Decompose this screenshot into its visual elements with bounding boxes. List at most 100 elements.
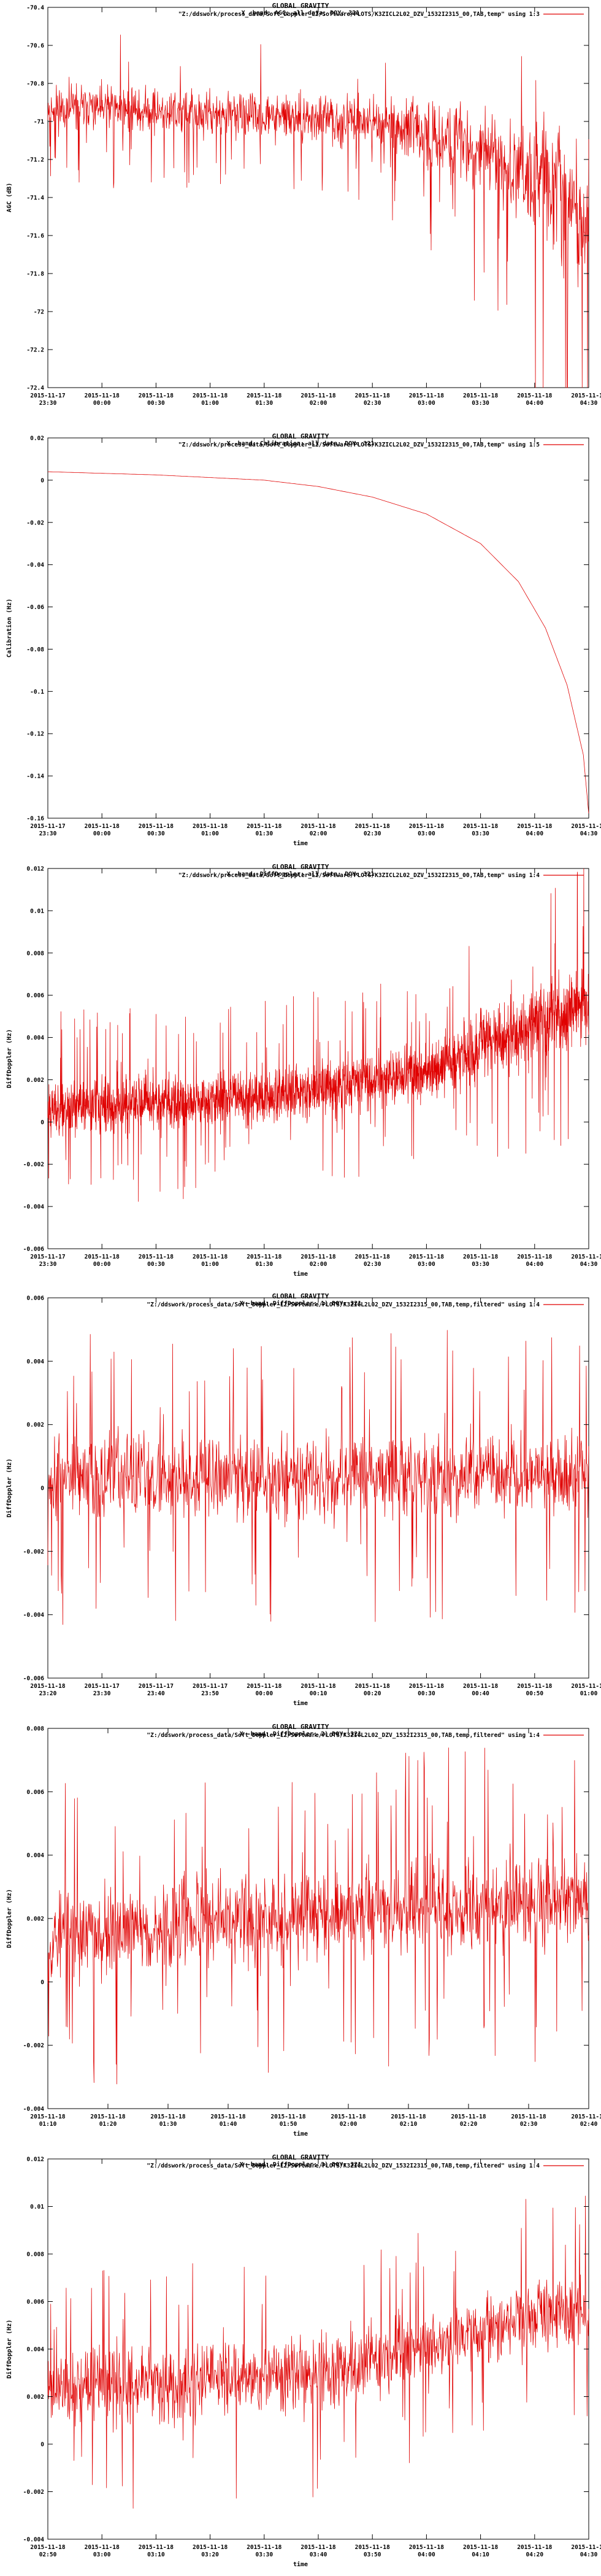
x-tick-label-date: 2015-11-18	[193, 1254, 228, 1260]
x-axis-label: time	[293, 840, 308, 847]
x-tick-label-time: 01:50	[280, 2121, 297, 2128]
data-line-series	[47, 34, 589, 388]
x-tick-label-date: 2015-11-17	[85, 1683, 120, 1690]
y-tick-label: -0.16	[26, 816, 44, 822]
x-tick-label-date: 2015-11-18	[391, 2114, 426, 2120]
y-tick-label: -0.002	[23, 2489, 44, 2496]
x-tick-label-date: 2015-11-18	[247, 823, 281, 830]
x-tick-label-date: 2015-11-18	[300, 393, 335, 399]
chart-title: GLOBAL GRAVITY	[272, 1723, 329, 1731]
chart-subtitle: X -band: DiffDoppler; 1) DOY: 321	[240, 1300, 362, 1307]
y-tick-label: -0.14	[26, 773, 44, 780]
x-tick-label-date: 2015-11-18	[247, 1683, 281, 1690]
y-tick-label: -72.2	[26, 347, 44, 354]
chart-subtitle: X -band: Calibration; all data; DOY: 321	[227, 440, 375, 447]
legend-label: "Z:/ddswork/process_data/Soft_Doppler_L2…	[178, 11, 540, 18]
x-tick-label-time: 23:30	[39, 830, 57, 837]
chart-title: GLOBAL GRAVITY	[272, 2153, 329, 2161]
x-tick-label-date: 2015-11-18	[247, 393, 281, 399]
chart-subtitle: X -band: AGC; all data; DOY: 321	[242, 10, 360, 17]
x-tick-label-time: 00:30	[147, 1261, 165, 1268]
x-tick-label-date: 2015-11-18	[247, 2544, 281, 2551]
x-tick-label-time: 03:50	[364, 2551, 381, 2558]
x-tick-label-date: 2015-11-18	[85, 1254, 120, 1260]
x-tick-label-date: 2015-11-18	[409, 1254, 444, 1260]
x-tick-label-time: 04:10	[472, 2551, 489, 2558]
x-tick-label-date: 2015-11-18	[331, 2114, 366, 2120]
y-tick-label: -0.004	[23, 1204, 45, 1211]
x-tick-label-time: 02:30	[364, 830, 381, 837]
x-tick-label-time: 23:30	[93, 1690, 111, 1697]
x-tick-label-date: 2015-11-18	[300, 823, 335, 830]
data-line-series	[47, 1747, 589, 2085]
x-tick-label-time: 02:40	[580, 2121, 598, 2128]
x-tick-label-date: 2015-11-18	[409, 393, 444, 399]
x-tick-label-date: 2015-11-17	[30, 1254, 65, 1260]
x-tick-label-date: 2015-11-18	[300, 1683, 335, 1690]
x-tick-label-time: 04:00	[526, 830, 543, 837]
y-tick-label: -0.002	[23, 2042, 44, 2049]
x-tick-label-date: 2015-11-18	[463, 823, 498, 830]
data-line-series	[47, 868, 589, 1202]
x-tick-label-time: 02:10	[400, 2121, 418, 2128]
x-tick-label-date: 2015-11-17	[139, 1683, 174, 1690]
x-tick-label-time: 02:30	[364, 400, 381, 407]
x-tick-label-date: 2015-11-17	[193, 1683, 228, 1690]
x-tick-label-time: 00:00	[93, 1261, 111, 1268]
y-tick-label: -0.02	[26, 519, 44, 526]
y-tick-label: -70.4	[26, 5, 44, 12]
y-axis-label: DiffDoppler (Hz)	[6, 1459, 13, 1517]
x-tick-label-date: 2015-11-18	[85, 2544, 120, 2551]
chart-subtitle: X -band: DiffDoppler; all data; DOY: 321	[227, 870, 375, 878]
x-tick-label-time: 02:50	[39, 2551, 57, 2558]
x-tick-label-time: 04:30	[580, 2551, 598, 2558]
legend-label: "Z:/ddswork/process_data/Soft_Doppler_L2…	[147, 2163, 540, 2169]
y-tick-label: 0	[40, 477, 44, 484]
x-tick-label-date: 2015-11-17	[30, 393, 65, 399]
y-tick-label: -0.08	[26, 646, 44, 653]
x-axis-label: time	[293, 2130, 308, 2137]
y-tick-label: 0.004	[26, 2347, 44, 2353]
x-tick-label-date: 2015-11-18	[463, 2544, 498, 2551]
chart-subtitle: X -band: DiffDoppler; 3) DOY: 321	[240, 2161, 362, 2168]
x-tick-label-date: 2015-11-18	[139, 393, 174, 399]
x-tick-label-date: 2015-11-18	[30, 2114, 65, 2120]
x-tick-label-time: 00:10	[310, 1690, 327, 1697]
y-tick-label: -71.6	[26, 233, 44, 240]
x-tick-label-time: 00:40	[472, 1690, 489, 1697]
legend-label: "Z:/ddswork/process_data/Soft_Doppler_L2…	[178, 872, 540, 879]
x-tick-label-date: 2015-11-18	[571, 823, 601, 830]
y-axis-label: DiffDoppler (Hz)	[6, 1889, 13, 1948]
y-tick-label: -0.002	[23, 1549, 44, 1555]
y-tick-label: -0.004	[23, 1612, 45, 1619]
data-line-series	[47, 2196, 589, 2509]
x-tick-label-time: 23:30	[39, 1261, 57, 1268]
x-tick-label-date: 2015-11-18	[150, 2114, 185, 2120]
x-tick-label-time: 00:30	[418, 1690, 435, 1697]
y-tick-label: 0.008	[26, 2252, 44, 2258]
x-tick-label-time: 04:00	[526, 400, 543, 407]
x-tick-label-date: 2015-11-18	[85, 393, 120, 399]
x-tick-label-time: 01:30	[255, 830, 273, 837]
x-tick-label-time: 02:00	[310, 400, 327, 407]
x-tick-label-date: 2015-11-18	[270, 2114, 305, 2120]
x-tick-label-date: 2015-11-18	[571, 2114, 601, 2120]
y-tick-label: 0	[40, 1485, 44, 1492]
x-tick-label-time: 01:00	[580, 1690, 598, 1697]
y-tick-label: -71	[34, 119, 44, 126]
x-tick-label-time: 04:30	[580, 1261, 598, 1268]
legend-label: "Z:/ddswork/process_data/Soft_Doppler_L2…	[178, 442, 540, 448]
y-tick-label: 0	[40, 1979, 44, 1986]
x-tick-label-time: 02:00	[310, 1261, 327, 1268]
x-tick-label-time: 04:30	[580, 830, 598, 837]
y-tick-label: 0.006	[26, 1295, 44, 1302]
chart-title: GLOBAL GRAVITY	[272, 863, 329, 871]
y-tick-label: 0.002	[26, 1916, 44, 1923]
x-tick-label-time: 03:00	[418, 1261, 435, 1268]
y-tick-label: -0.12	[26, 731, 44, 738]
x-tick-label-date: 2015-11-18	[193, 393, 228, 399]
